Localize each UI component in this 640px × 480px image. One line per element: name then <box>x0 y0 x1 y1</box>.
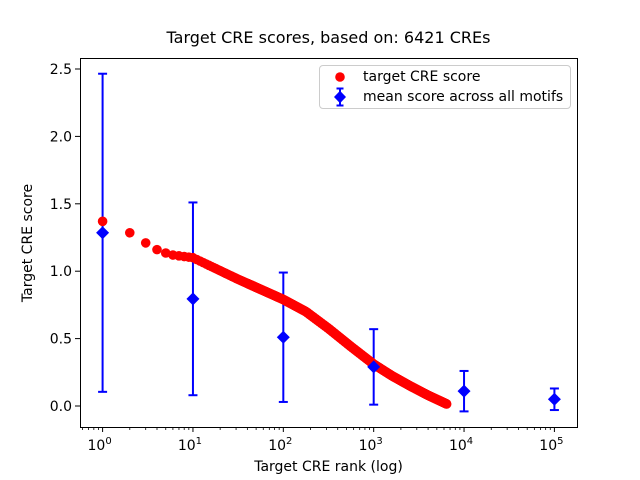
legend-entry-target-score: target CRE score <box>328 67 564 87</box>
x-axis: 100 101 102 103 104 105 <box>82 427 564 454</box>
mean-score-errorbars <box>98 72 559 413</box>
y-tick-label: 1.0 <box>50 264 72 280</box>
y-tick-label: 0.5 <box>50 332 72 348</box>
x-tick-label: 101 <box>178 436 202 454</box>
y-tick-label: 2.5 <box>50 62 72 78</box>
mean-score-diamonds <box>96 226 561 406</box>
legend-label: target CRE score <box>363 69 481 85</box>
x-tick-label: 104 <box>449 436 473 454</box>
target-score-scatter <box>97 216 452 409</box>
y-tick-label: 0.0 <box>50 399 72 415</box>
y-tick-label: 1.5 <box>50 197 72 213</box>
x-tick-label: 100 <box>87 436 111 454</box>
axes-spines <box>80 58 578 428</box>
legend-label: mean score across all motifs <box>363 89 564 105</box>
x-tick-label: 103 <box>359 436 383 454</box>
blue-diamond-errorbar-icon <box>334 87 346 107</box>
y-axis: 0.0 0.5 1.0 1.5 2.0 2.5 <box>50 62 80 415</box>
legend-entry-mean-score: mean score across all motifs <box>328 87 564 107</box>
y-tick-label: 2.0 <box>50 129 72 145</box>
red-dot-icon <box>335 72 345 82</box>
x-tick-label: 102 <box>268 436 292 454</box>
chart-title: Target CRE scores, based on: 6421 CREs <box>166 28 491 47</box>
x-tick-label: 105 <box>539 436 563 454</box>
x-axis-label: Target CRE rank (log) <box>254 459 403 475</box>
legend: target CRE score mean score across all m… <box>319 65 571 109</box>
